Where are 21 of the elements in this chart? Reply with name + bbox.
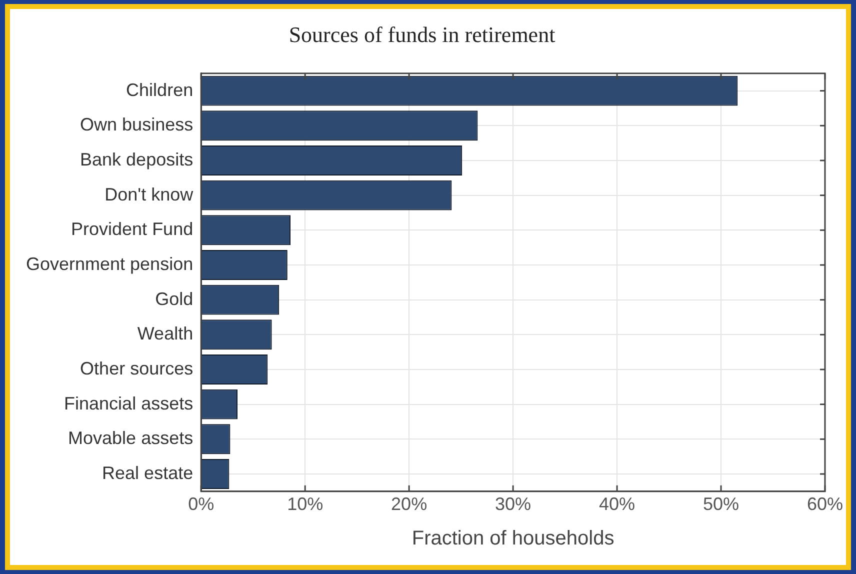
y-tick-label: Financial assets (64, 393, 194, 414)
y-tick-label: Movable assets (68, 428, 194, 448)
x-tick-label: 20% (391, 494, 428, 514)
y-tick-label: Don't know (104, 184, 194, 204)
y-tick-label: Provident Fund (71, 219, 194, 240)
y-tick-label: Own business (80, 114, 194, 135)
x-tick-label: 50% (702, 494, 740, 514)
chart-title: Sources of funds in retirement (288, 22, 556, 47)
x-tick-label: 40% (599, 494, 636, 514)
y-tick-label: Wealth (137, 324, 194, 344)
y-tick-label: Other sources (80, 358, 194, 378)
y-tick-label: Bank deposits (80, 149, 194, 170)
x-tick-label: 30% (495, 494, 532, 514)
x-tick-label: 0% (188, 494, 214, 514)
y-tick-label: Children (126, 80, 194, 100)
y-tick-label: Real estate (102, 462, 194, 483)
x-tick-label: 10% (287, 494, 324, 514)
y-tick-label: Government pension (26, 254, 194, 274)
x-tick-label: 60% (806, 494, 843, 514)
x-axis-title: Fraction of households (412, 528, 614, 550)
y-tick-label: Gold (155, 288, 194, 309)
